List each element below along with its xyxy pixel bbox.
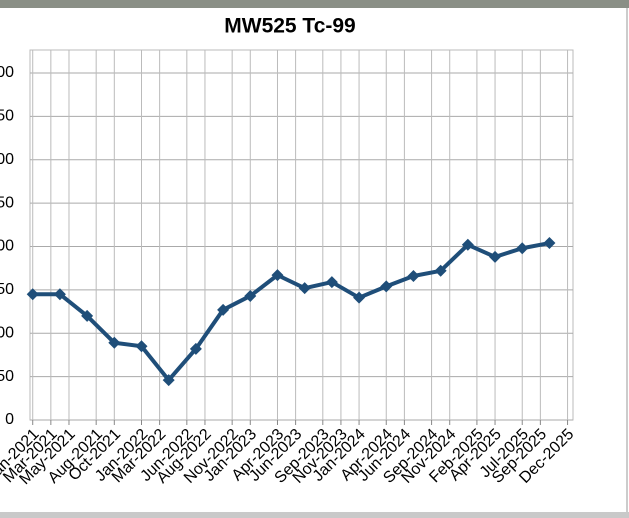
bottom-strip [0, 512, 629, 518]
chart-title: MW525 Tc-99 [224, 15, 356, 38]
y-tick-label: 200 [0, 238, 14, 255]
marker [380, 280, 392, 292]
page: {"chart_data": {"type": "line", "title":… [0, 0, 629, 518]
y-tick-label: 100 [0, 324, 14, 341]
y-tick-label: 300 [0, 151, 14, 168]
chart: MW525 Tc-99 050100150200250300350400Jan-… [0, 0, 629, 518]
y-tick-label: 350 [0, 108, 14, 125]
photo-strip [0, 0, 629, 8]
marker [407, 270, 419, 282]
y-tick-label: 400 [0, 64, 14, 81]
y-tick-label: 150 [0, 281, 14, 298]
y-tick-label: 50 [0, 368, 14, 385]
marker [489, 251, 501, 263]
plot-area [30, 50, 573, 420]
y-tick-label: 250 [0, 194, 14, 211]
y-tick-label: 0 [5, 411, 14, 428]
marker [516, 242, 528, 254]
marker [543, 237, 555, 249]
series-line [33, 243, 550, 380]
